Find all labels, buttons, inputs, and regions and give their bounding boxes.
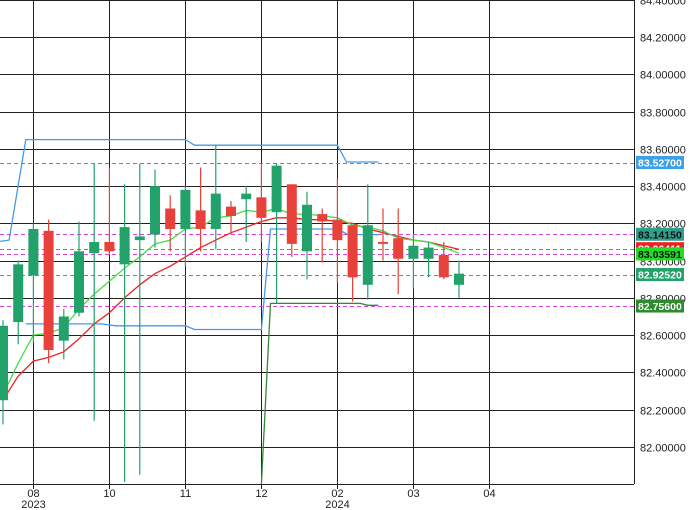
channel-line xyxy=(260,302,379,485)
y-tick-label: 83.40000 xyxy=(640,182,686,194)
candle-up xyxy=(58,316,69,341)
x-tick-label: 08 xyxy=(27,488,39,500)
candle-up xyxy=(454,273,464,285)
channel-line xyxy=(25,228,379,331)
candle-up xyxy=(423,247,434,259)
candle-up xyxy=(119,227,130,265)
x-tick-label: 12 xyxy=(255,488,267,500)
candle-up xyxy=(134,236,145,241)
x-tick-label: 11 xyxy=(180,488,191,500)
y-tick-label: 83.80000 xyxy=(640,108,686,120)
price-tag xyxy=(636,299,684,313)
price-tag-label: 82.92520 xyxy=(638,270,682,282)
x-tick-year: 2024 xyxy=(325,499,349,510)
price-tag-label: 83.52700 xyxy=(638,158,682,170)
y-tick-label: 82.20000 xyxy=(640,406,686,418)
channel-lines xyxy=(0,138,379,485)
x-tick-label: 10 xyxy=(103,488,115,500)
candle-up xyxy=(210,193,221,229)
channel-line xyxy=(0,138,379,243)
y-tick-label: 84.40000 xyxy=(640,0,686,8)
candle-down xyxy=(332,219,343,241)
y-tick-label: 82.60000 xyxy=(640,331,686,343)
price-tag xyxy=(636,156,684,170)
candle-down xyxy=(256,197,267,218)
candle-down xyxy=(43,230,54,350)
level-lines xyxy=(0,163,634,307)
y-tick-label: 84.20000 xyxy=(640,33,686,45)
candle-down xyxy=(317,214,328,222)
candle-up xyxy=(408,245,419,259)
y-tick-label: 82.40000 xyxy=(640,368,686,380)
ma-line xyxy=(2,207,460,395)
y-tick-label: 82.00000 xyxy=(640,443,686,455)
x-tick-label: 04 xyxy=(483,488,495,500)
candle-up xyxy=(302,204,312,252)
candle-up xyxy=(180,189,191,229)
moving-averages xyxy=(2,207,460,401)
candle-up xyxy=(28,228,39,276)
price-tag xyxy=(636,227,684,241)
candle-down xyxy=(226,206,236,216)
candle-up xyxy=(13,264,24,323)
price-tag xyxy=(636,247,684,261)
y-tick-label: 84.00000 xyxy=(640,70,686,82)
candle-down xyxy=(347,225,358,278)
candle-up xyxy=(241,193,252,200)
y-tick-label: 83.60000 xyxy=(640,145,686,157)
y-tick-label: 83.20000 xyxy=(640,219,686,231)
candle-up xyxy=(0,325,8,401)
x-tick-year: 2023 xyxy=(21,499,45,510)
candle-down xyxy=(438,255,449,278)
candles xyxy=(0,145,464,483)
price-tag-label: 83.14150 xyxy=(638,229,682,241)
x-tick-label: 03 xyxy=(407,488,419,500)
candle-down xyxy=(378,242,388,244)
candle-down xyxy=(393,238,404,259)
candle-down xyxy=(165,208,176,229)
candle-up xyxy=(89,242,100,254)
candle-up xyxy=(150,186,160,235)
candle-down xyxy=(104,242,115,252)
x-tick-label: 02 xyxy=(331,488,343,500)
price-tags: 83.5270083.1415083.0641183.0359182.92520… xyxy=(636,156,684,313)
candle-up xyxy=(74,251,84,313)
price-tag-label: 82.75600 xyxy=(638,301,682,313)
price-tag-label: 83.03591 xyxy=(638,249,682,261)
price-tag xyxy=(636,268,684,282)
candle-down xyxy=(286,184,297,244)
candle-up xyxy=(362,225,373,285)
candle-up xyxy=(271,165,282,213)
candle-down xyxy=(195,210,206,229)
